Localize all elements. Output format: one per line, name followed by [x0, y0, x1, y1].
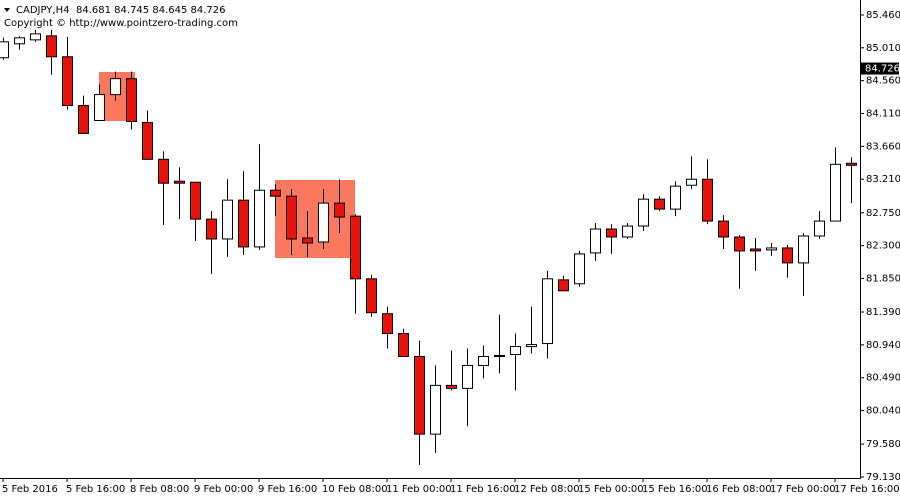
candle-body [222, 199, 233, 240]
candle-body [78, 105, 89, 134]
y-tick-label: 82.750 [866, 208, 900, 219]
x-tick-label: 17 Feb 00:00 [770, 484, 836, 495]
y-tick-label: 84.560 [866, 76, 900, 87]
candle-body [782, 247, 793, 264]
candle-body [430, 384, 441, 435]
x-tick-label: 9 Feb 16:00 [258, 484, 317, 495]
candle-body [414, 355, 425, 435]
x-tick-label: 15 Feb 16:00 [642, 484, 708, 495]
y-tick-label: 84.110 [866, 108, 900, 119]
x-tick-label: 11 Feb 00:00 [386, 484, 452, 495]
candle-body [798, 235, 809, 264]
candle-body [382, 313, 393, 335]
x-tick-label: 12 Feb 08:00 [514, 484, 580, 495]
candle-body [638, 198, 649, 227]
y-tick-label: 79.580 [866, 439, 900, 450]
candle-body [446, 384, 457, 389]
candle-body [558, 279, 569, 292]
x-tick-label: 16 Feb 08:00 [706, 484, 772, 495]
x-tick-label: 5 Feb 16:00 [66, 484, 125, 495]
x-tick-label: 8 Feb 08:00 [130, 484, 189, 495]
candle-body [30, 33, 41, 41]
candle-body [542, 278, 553, 345]
candle-body [494, 354, 505, 357]
candle-body [670, 185, 681, 210]
candle-body [846, 162, 857, 166]
candle-body [478, 355, 489, 366]
copyright: Copyright © http://www.pointzero-trading… [4, 18, 238, 29]
candle-body [814, 220, 825, 237]
y-tick-label: 83.660 [866, 141, 900, 152]
candle-body [462, 364, 473, 389]
candle-body [0, 41, 9, 59]
candle-body [590, 228, 601, 254]
candle-body [158, 158, 169, 184]
y-tick-label: 85.460 [866, 10, 900, 21]
candle-body [734, 236, 745, 252]
candle-body [94, 94, 105, 122]
y-tick-label: 85.010 [866, 43, 900, 54]
candle-body [14, 37, 25, 45]
candle-body [398, 333, 409, 357]
candle-body [350, 215, 361, 280]
candle-body [510, 346, 521, 356]
x-tick-label: 17 Feb 16:00 [834, 484, 900, 495]
x-tick-label: 11 Feb 16:00 [450, 484, 516, 495]
y-tick-label: 80.490 [866, 373, 900, 384]
candle-body [174, 180, 185, 184]
y-tick-label: 80.040 [866, 406, 900, 417]
candle-body [750, 248, 761, 252]
candle-body [190, 181, 201, 220]
y-tick-label: 82.300 [866, 241, 900, 252]
y-tick-label: 83.210 [866, 174, 900, 185]
candle-body [334, 202, 345, 218]
candle-body [830, 163, 841, 222]
candle-body [366, 278, 377, 314]
ohlc-label: 84.681 84.745 84.645 84.726 [76, 5, 226, 16]
chart-title: CADJPY,H4 [16, 5, 69, 16]
current-price-label: 84.726 [865, 64, 900, 75]
candle-body [270, 189, 281, 197]
y-tick-label: 81.390 [866, 307, 900, 318]
candle-body [302, 237, 313, 244]
current-price-tag [861, 62, 899, 75]
x-tick-label: 10 Feb 08:00 [322, 484, 388, 495]
candle-body [46, 35, 57, 58]
candle-body [606, 228, 617, 238]
candle-body [142, 121, 153, 160]
x-tick-label: 9 Feb 00:00 [194, 484, 253, 495]
candle-body [110, 78, 121, 96]
candle-body [702, 178, 713, 222]
candle-body [574, 253, 585, 285]
x-tick-label: 15 Feb 00:00 [578, 484, 644, 495]
candle-body [718, 220, 729, 238]
menu-triangle[interactable] [4, 8, 10, 12]
y-tick-label: 81.850 [866, 273, 900, 284]
candle-body [286, 195, 297, 240]
candle-body [238, 199, 249, 248]
y-tick-label: 79.130 [866, 472, 900, 483]
candle-body [766, 247, 777, 251]
y-tick-label: 80.940 [866, 340, 900, 351]
candle-body [254, 189, 265, 248]
candles [0, 29, 857, 466]
candle-body [654, 198, 665, 210]
candle-body [318, 202, 329, 243]
candle-body [206, 218, 217, 240]
x-tick-label: 5 Feb 2016 [2, 484, 58, 495]
candle-body [126, 78, 137, 122]
candle-body [62, 56, 73, 107]
candle-body [622, 225, 633, 238]
candle-body [526, 344, 537, 348]
candle-body [686, 178, 697, 186]
